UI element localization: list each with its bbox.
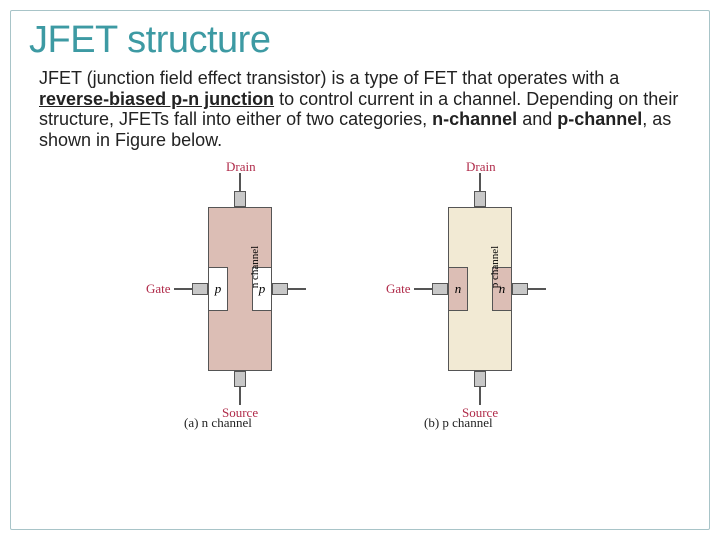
gate-label-l: Gate: [146, 281, 171, 297]
gate-region-left: p: [208, 267, 228, 311]
slide-frame: JFET structure JFET (junction field effe…: [10, 10, 710, 530]
slide-title: JFET structure: [29, 19, 691, 62]
gate-lead-line-r: [528, 288, 546, 290]
jfet-diagram-p: Drain n n p channel Gate Source: [390, 169, 570, 409]
figure-a: Drain p p n channel Gate Source (a) n ch…: [150, 169, 330, 431]
gate-text-l: n: [455, 281, 462, 297]
gate-region-left: n: [448, 267, 468, 311]
gate-lead-line-l: [174, 288, 192, 290]
channel-label: n channel: [249, 246, 261, 288]
drain-lead-rect: [234, 191, 246, 207]
para-t3: and: [517, 109, 557, 129]
source-label: Source: [222, 405, 258, 421]
gate-lead-line-r: [288, 288, 306, 290]
source-lead-rect: [474, 371, 486, 387]
gate-lead-rect-l: [192, 283, 208, 295]
body-paragraph: JFET (junction field effect transistor) …: [29, 68, 691, 151]
figures-row: Drain p p n channel Gate Source (a) n ch…: [29, 169, 691, 431]
gate-text-l: p: [215, 281, 222, 297]
source-lead-rect: [234, 371, 246, 387]
source-lead-line: [239, 387, 241, 405]
para-b2: p-channel: [557, 109, 642, 129]
jfet-diagram-n: Drain p p n channel Gate Source: [150, 169, 330, 409]
gate-lead-line-l: [414, 288, 432, 290]
para-t1: JFET (junction field effect transistor) …: [39, 68, 619, 88]
gate-lead-rect-l: [432, 283, 448, 295]
drain-lead-line: [239, 173, 241, 191]
para-underlined: reverse-biased p-n junction: [39, 89, 274, 109]
drain-lead-line: [479, 173, 481, 191]
drain-lead-rect: [474, 191, 486, 207]
source-label: Source: [462, 405, 498, 421]
gate-lead-rect-r: [512, 283, 528, 295]
gate-label-l: Gate: [386, 281, 411, 297]
para-b1: n-channel: [432, 109, 517, 129]
channel-label: p channel: [489, 246, 501, 288]
source-lead-line: [479, 387, 481, 405]
figure-b: Drain n n p channel Gate Source (b) p ch…: [390, 169, 570, 431]
gate-lead-rect-r: [272, 283, 288, 295]
